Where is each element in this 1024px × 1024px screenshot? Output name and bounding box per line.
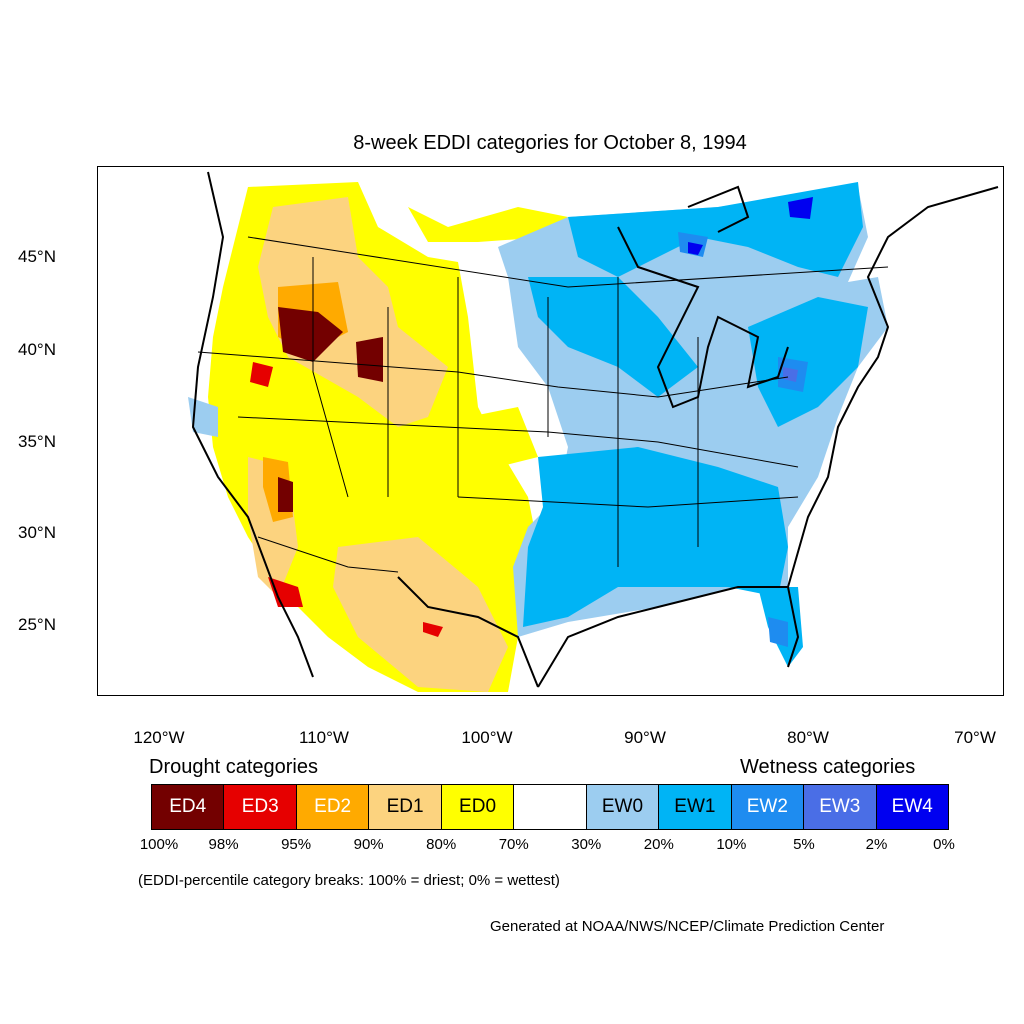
lat-label: 40°N: [18, 340, 56, 359]
lat-label: 25°N: [18, 615, 56, 634]
lat-label: 30°N: [18, 523, 56, 542]
legend-cell-ew0: EW0: [586, 785, 660, 829]
percent-break-label: 80%: [426, 836, 457, 853]
percent-break-label: 90%: [353, 836, 384, 853]
legend-note: (EDDI-percentile category breaks: 100% =…: [138, 872, 560, 889]
lon-label: 70°W: [954, 728, 996, 747]
eddi-map: [188, 171, 999, 692]
drought-heading: Drought categories: [149, 756, 318, 778]
legend-cell-ed4: ED4: [152, 785, 225, 829]
coastlines: [191, 171, 999, 688]
lon-label: 100°W: [461, 728, 513, 747]
legend-bar: ED4 ED3 ED2 ED1 ED0 EW0 EW1 EW2 EW3 EW4: [151, 784, 949, 830]
percent-break-label: 70%: [498, 836, 529, 853]
wetness-shading: [188, 182, 888, 667]
credit: Generated at NOAA/NWS/NCEP/Climate Predi…: [490, 918, 885, 935]
lon-label: 90°W: [624, 728, 666, 747]
legend-cell-ed0: ED0: [441, 785, 515, 829]
legend-cell-ew2: EW2: [731, 785, 805, 829]
legend-cell-ew4: EW4: [876, 785, 948, 829]
lat-label: 35°N: [18, 432, 56, 451]
legend-cell-neutral: [514, 785, 587, 829]
percent-break-label: 10%: [716, 836, 747, 853]
percent-break-label: 30%: [571, 836, 602, 853]
map-frame: [97, 166, 1004, 696]
legend-cell-ed2: ED2: [296, 785, 370, 829]
lon-label: 120°W: [133, 728, 185, 747]
lon-label: 110°W: [299, 728, 349, 747]
boundaries: [197, 236, 889, 573]
percent-break-label: 5%: [793, 836, 815, 853]
map-title: 8-week EDDI categories for October 8, 19…: [353, 132, 747, 154]
legend-cell-ed3: ED3: [224, 785, 297, 829]
percent-break-label: 100%: [139, 836, 179, 853]
wetness-heading: Wetness categories: [740, 756, 916, 778]
legend-cell-ew3: EW3: [804, 785, 877, 829]
legend-cell-ed1: ED1: [369, 785, 442, 829]
percent-break-label: 95%: [281, 836, 312, 853]
percent-break-label: 20%: [643, 836, 674, 853]
percent-break-label: 0%: [933, 836, 955, 853]
percent-break-label: 98%: [208, 836, 239, 853]
lon-label: 80°W: [787, 728, 829, 747]
legend-cell-ew1: EW1: [659, 785, 732, 829]
percent-break-label: 2%: [865, 836, 888, 853]
lat-label: 45°N: [18, 247, 56, 266]
